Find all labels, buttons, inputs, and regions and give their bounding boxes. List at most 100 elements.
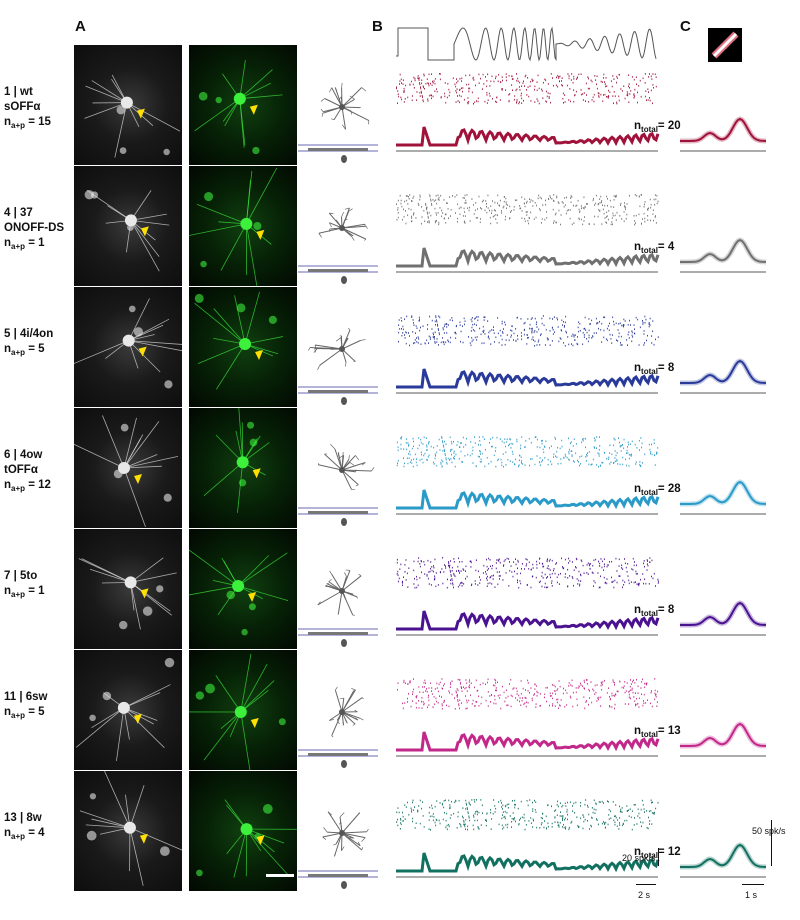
cell-type-row: 5 | 4i/4on na+p = 5 ntotal= 8 [0, 287, 800, 411]
arrowhead-icon [250, 717, 259, 728]
cluster-id: 5 | 4i/4on [4, 328, 54, 340]
panel-label-c: C [680, 18, 691, 35]
cluster-id: 7 | 5to [4, 570, 38, 582]
arrowhead-icon [140, 588, 149, 599]
bar-stimulus-icon [708, 28, 742, 62]
bar-response-trace [680, 358, 767, 394]
rate-scale-label-c: 50 spk/s [752, 826, 786, 836]
arrowhead-icon [256, 835, 265, 846]
cell-type-label: 6 | 4ow tOFFα na+p = 12 [4, 448, 78, 496]
time-scale-label-c: 1 s [745, 890, 758, 900]
time-scale-label-b: 2 s [638, 890, 651, 900]
arrowhead-icon [249, 104, 258, 115]
n-ap-count: na+p = 5 [4, 706, 45, 720]
cell-type-row: 7 | 5to na+p = 1 ntotal= 8 [0, 529, 800, 653]
micrograph-fill [74, 287, 182, 407]
micrograph-fluorescence [189, 287, 297, 407]
spike-raster-and-rate [396, 73, 660, 152]
bar-response-trace [680, 116, 767, 152]
cell-type-row: 6 | 4ow tOFFα na+p = 12 ntotal= 28 [0, 408, 800, 532]
arrowhead-icon [255, 350, 264, 361]
n-total-count: ntotal= 4 [634, 241, 675, 255]
arrowhead-icon [139, 833, 148, 844]
spike-raster-and-rate [396, 315, 660, 394]
time-scale-bar-b [636, 884, 656, 885]
micrograph-fill [74, 166, 182, 286]
dendrite-morphology [298, 444, 378, 526]
n-ap-count: na+p = 4 [4, 827, 45, 841]
n-total-count: ntotal= 8 [634, 604, 675, 618]
cell-type-row: 11 | 6sw na+p = 5 ntotal= 13 [0, 650, 800, 774]
bar-response-trace [680, 479, 767, 515]
spike-raster-and-rate [396, 799, 660, 878]
n-total-count: ntotal= 28 [634, 483, 681, 497]
spike-raster-and-rate [396, 557, 660, 636]
cell-type-name: ONOFF-DS [4, 222, 65, 234]
arrowhead-icon [138, 346, 147, 357]
micrograph-fluorescence [189, 529, 297, 649]
n-ap-count: na+p = 1 [4, 237, 45, 251]
cluster-id: 6 | 4ow [4, 449, 43, 461]
micrograph-fluorescence [189, 166, 297, 286]
spike-raster-and-rate [396, 194, 660, 273]
n-ap-count: na+p = 1 [4, 585, 45, 599]
panel-label-a: A [75, 18, 86, 35]
dendrite-morphology [298, 569, 378, 647]
n-ap-count: na+p = 12 [4, 479, 51, 493]
arrowhead-icon [248, 591, 257, 602]
arrowhead-icon [136, 108, 145, 119]
n-total-count: ntotal= 20 [634, 120, 681, 134]
dendrite-morphology [298, 327, 378, 405]
bar-response-trace [680, 237, 767, 273]
n-ap-count: na+p = 15 [4, 116, 51, 130]
time-scale-bar-c [742, 884, 764, 885]
spike-raster-and-rate [396, 678, 660, 757]
cluster-id: 11 | 6sw [4, 691, 48, 703]
stimulus-trace [396, 26, 657, 62]
cell-type-row: 13 | 8w na+p = 4 ntotal= 12 [0, 771, 800, 895]
bar-response-trace [680, 842, 767, 878]
rate-scale-bar-c [771, 820, 772, 866]
panel-label-b: B [372, 18, 383, 35]
rate-scale-bar [658, 848, 659, 866]
n-total-count: ntotal= 13 [634, 725, 681, 739]
cell-type-label: 4 | 37 ONOFF-DS na+p = 1 [4, 206, 78, 254]
micrograph-fluorescence [189, 650, 297, 770]
bar-response-trace [680, 721, 767, 757]
arrowhead-icon [133, 713, 142, 724]
cell-type-label: 11 | 6sw na+p = 5 [4, 690, 78, 723]
cell-type-label: 5 | 4i/4on na+p = 5 [4, 327, 78, 360]
n-total-count: ntotal= 12 [634, 846, 681, 860]
cell-type-name: sOFFα [4, 101, 41, 113]
n-ap-count: na+p = 5 [4, 343, 45, 357]
micrograph-fluorescence [189, 408, 297, 528]
spike-raster-and-rate [396, 436, 660, 515]
cell-type-row: 1 | wt sOFFα na+p = 15 ntotal= 20 [0, 45, 800, 169]
micrograph-fill [74, 408, 182, 528]
arrowhead-icon [252, 468, 261, 479]
micrograph-fill [74, 771, 182, 891]
arrowhead-icon [256, 229, 265, 240]
arrowhead-icon [140, 226, 149, 237]
cell-type-label: 7 | 5to na+p = 1 [4, 569, 78, 602]
cell-type-row: 4 | 37 ONOFF-DS na+p = 1 ntotal= 4 [0, 166, 800, 290]
cell-type-label: 1 | wt sOFFα na+p = 15 [4, 85, 78, 133]
dendrite-morphology [298, 207, 378, 284]
cell-type-label: 13 | 8w na+p = 4 [4, 811, 78, 844]
micrograph-fill [74, 650, 182, 770]
dendrite-morphology [298, 82, 378, 163]
dendrite-morphology [298, 686, 378, 768]
rate-scale-label: 20 spk/s [622, 853, 656, 863]
micrograph-fill [74, 45, 182, 165]
dendrite-morphology [298, 811, 378, 889]
micrograph-fluorescence [189, 771, 297, 891]
bar-response-trace [680, 600, 767, 636]
cluster-id: 13 | 8w [4, 812, 42, 824]
image-scale-bar [266, 874, 294, 877]
cell-type-name: tOFFα [4, 464, 38, 476]
micrograph-fluorescence [189, 45, 297, 165]
n-total-count: ntotal= 8 [634, 362, 675, 376]
arrowhead-icon [134, 474, 143, 485]
micrograph-fill [74, 529, 182, 649]
cluster-id: 1 | wt [4, 86, 33, 98]
